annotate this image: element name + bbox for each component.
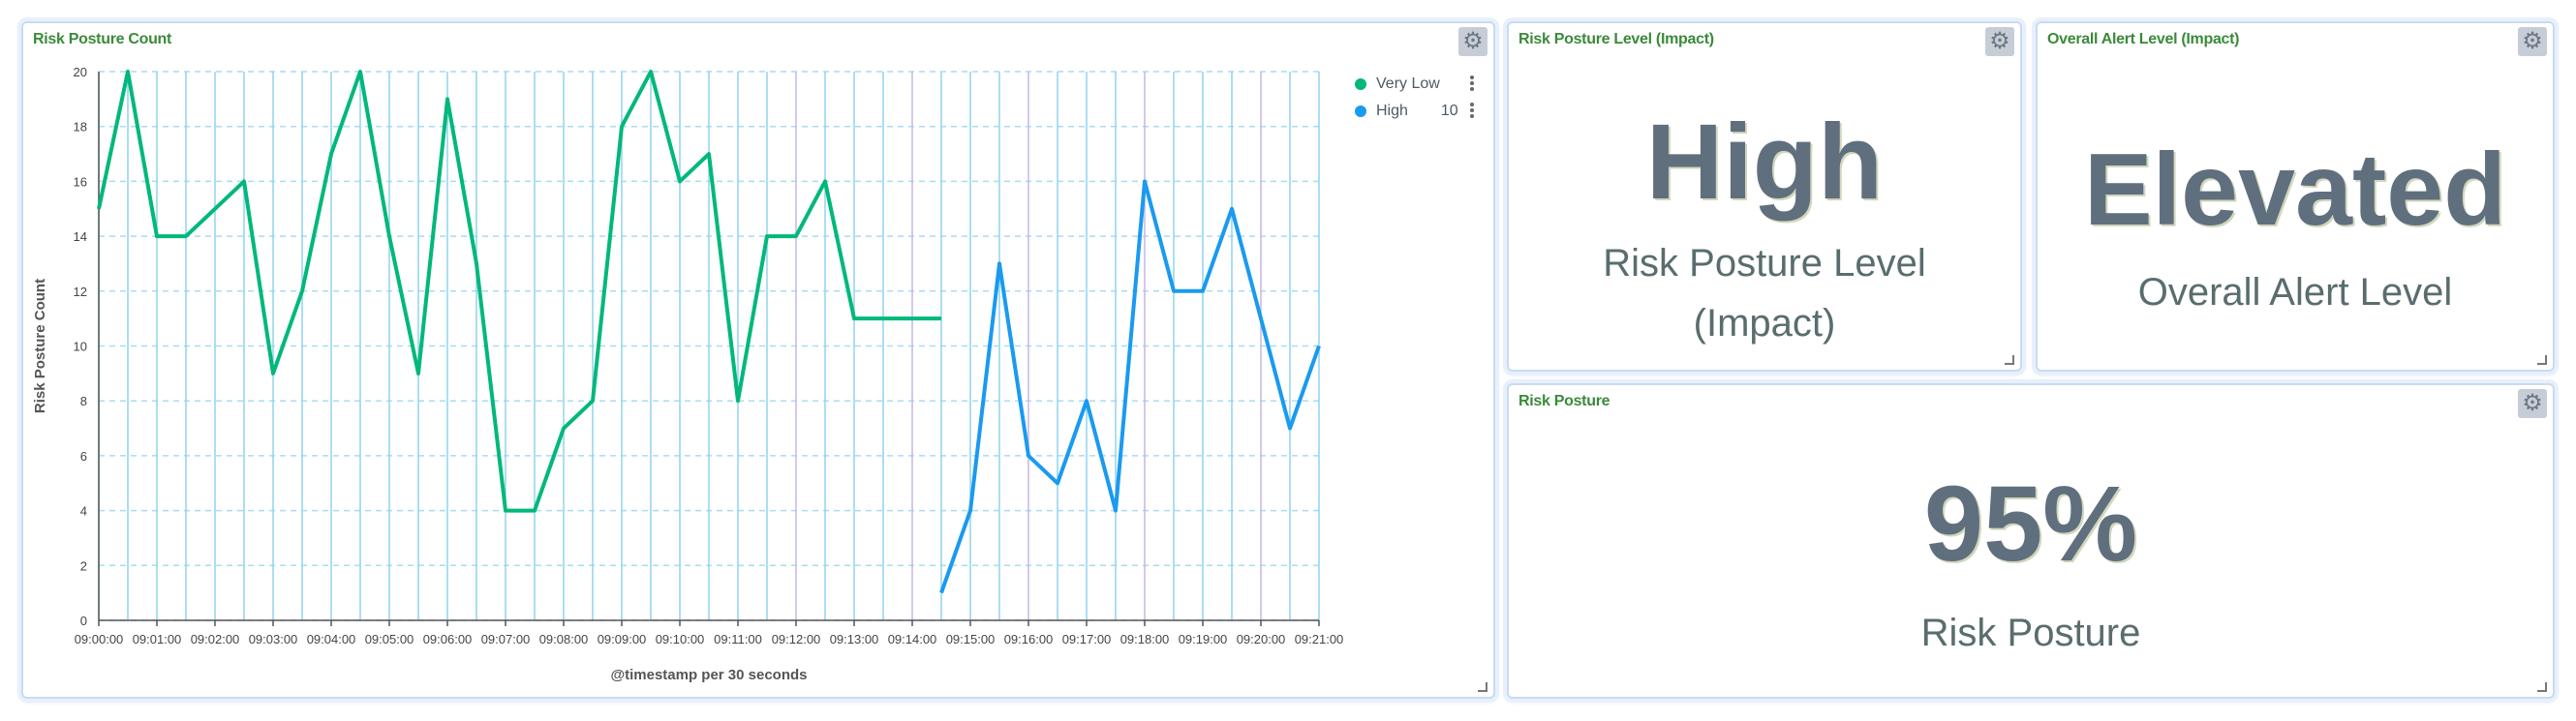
x-tick-label: 09:11:00 [714, 632, 762, 646]
series-line-very-low [97, 70, 941, 513]
gear-icon[interactable]: ⚙ [1985, 27, 2014, 56]
risk-posture-count-chart: 0 2 4 6 8 10 12 14 16 18 20 09:00:00 09:01:00 09:02:0… [32, 65, 1344, 683]
x-tick-label: 09:00:00 [75, 632, 124, 646]
risk-level-label: Risk Posture Level [1603, 242, 1926, 285]
risk-posture-level-panel: Risk Posture Level (Impact) ⚙ High Risk … [1507, 21, 2022, 372]
y-tick-label: 16 [74, 174, 87, 189]
risk-posture-value: 95% [1923, 465, 2138, 584]
x-tick-label: 09:14:00 [888, 632, 937, 646]
legend-swatch-high [1355, 105, 1366, 117]
x-tick-label: 09:01:00 [133, 632, 182, 646]
y-tick-label: 14 [74, 229, 87, 244]
panel-title: Overall Alert Level (Impact) [2047, 31, 2240, 47]
x-tick-label: 09:17:00 [1062, 632, 1112, 646]
legend-item-very-low[interactable]: Very Low [1355, 75, 1440, 93]
x-axis-title: @timestamp per 30 seconds [610, 667, 807, 683]
x-tick-label: 09:18:00 [1120, 632, 1170, 646]
y-tick-label: 6 [80, 449, 87, 464]
x-tick-label: 09:15:00 [946, 632, 996, 646]
x-tick-label: 09:03:00 [249, 632, 298, 646]
x-tick-label: 09:20:00 [1237, 632, 1286, 646]
panel-title: Risk Posture Count [33, 31, 172, 47]
y-axis-title: Risk Posture Count [32, 279, 48, 413]
alert-level-label: Overall Alert Level [2137, 271, 2453, 314]
vertical-dots-icon[interactable] [1470, 103, 1474, 120]
risk-posture-panel: Risk Posture ⚙ 95% Risk Posture [1507, 383, 2555, 699]
overall-alert-level-panel: Overall Alert Level (Impact) ⚙ Elevated … [2036, 21, 2555, 372]
risk-posture-label: Risk Posture [1920, 612, 2141, 654]
x-tick-label: 09:07:00 [481, 632, 531, 646]
y-tick-label: 2 [80, 558, 87, 573]
x-tick-label: 09:16:00 [1004, 632, 1054, 646]
x-tick-label: 09:02:00 [191, 632, 240, 646]
y-tick-label: 8 [80, 394, 87, 408]
legend-value-high: 10 [1440, 103, 1458, 119]
resize-handle-icon[interactable] [2005, 355, 2014, 365]
x-tick-label: 09:09:00 [598, 632, 647, 646]
x-tick-label: 09:21:00 [1295, 632, 1344, 646]
legend-item-high[interactable]: High 10 [1355, 103, 1458, 120]
risk-posture-count-panel: Risk Posture Count ⚙ 0 2 4 6 8 10 12 14 16 18 20 09… [21, 21, 1495, 699]
gear-icon[interactable]: ⚙ [2518, 389, 2547, 418]
y-tick-label: 12 [74, 285, 87, 299]
resize-handle-icon[interactable] [2537, 355, 2547, 365]
y-tick-label: 0 [80, 614, 87, 628]
x-tick-label: 09:08:00 [539, 632, 589, 646]
risk-level-label-impact: (Impact) [1693, 302, 1836, 345]
x-tick-label: 09:19:00 [1179, 632, 1228, 646]
x-tick-label: 09:13:00 [830, 632, 879, 646]
y-tick-label: 4 [80, 504, 87, 519]
y-tick-label: 20 [74, 65, 87, 79]
x-tick-label: 09:10:00 [656, 632, 705, 646]
y-tick-label: 18 [74, 120, 87, 135]
risk-level-value: High [1645, 103, 1884, 222]
legend-label-very-low: Very Low [1376, 75, 1440, 92]
alert-level-value: Elevated [2083, 133, 2506, 247]
series-line-high [939, 179, 1321, 594]
x-tick-label: 09:12:00 [772, 632, 821, 646]
resize-handle-icon[interactable] [2537, 682, 2547, 692]
x-tick-label: 09:04:00 [307, 632, 356, 646]
panel-title: Risk Posture [1518, 393, 1610, 409]
gear-icon[interactable]: ⚙ [1458, 27, 1487, 56]
panel-title: Risk Posture Level (Impact) [1518, 31, 1714, 47]
x-tick-label: 09:06:00 [423, 632, 473, 646]
vertical-dots-icon[interactable] [1470, 75, 1474, 93]
y-tick-label: 10 [74, 340, 87, 354]
legend-swatch-very-low [1355, 78, 1366, 90]
gear-icon[interactable]: ⚙ [2518, 27, 2547, 56]
x-tick-label: 09:05:00 [365, 632, 414, 646]
resize-handle-icon[interactable] [1478, 682, 1487, 692]
legend-label-high: High [1376, 103, 1408, 119]
